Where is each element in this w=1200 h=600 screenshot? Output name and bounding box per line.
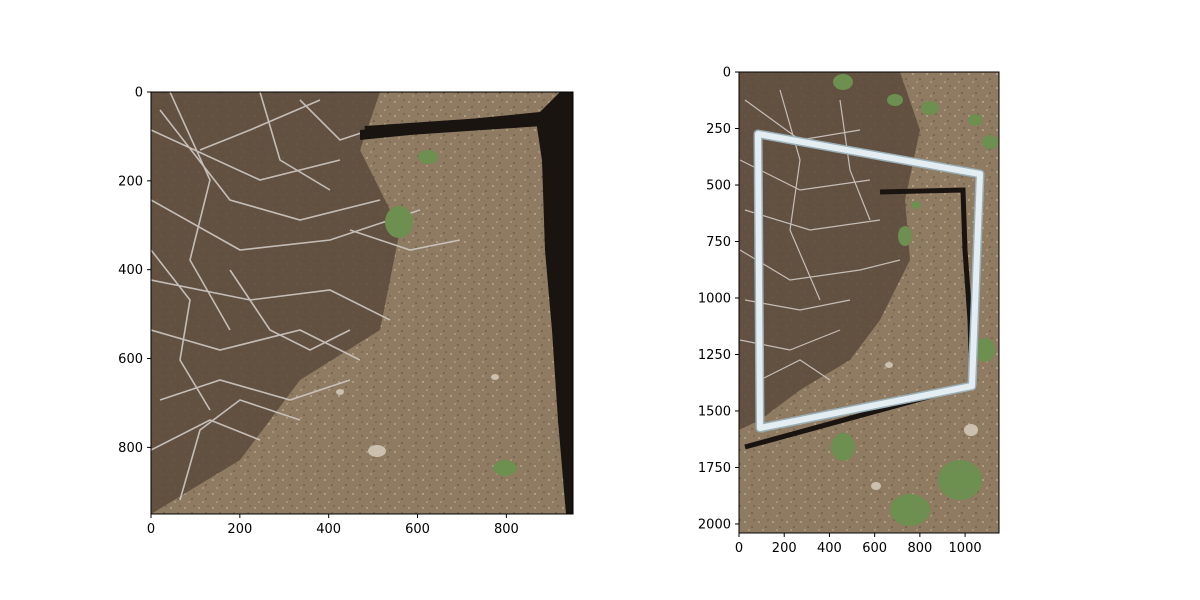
- right-axes-frame: [738, 71, 1000, 534]
- right-y-tick-label: 0: [723, 66, 731, 81]
- pvc-quadrat-frame: [753, 129, 985, 433]
- left-y-tick-label: 800: [118, 441, 143, 456]
- right-y-axis: 0 250 500 750 1000 1250 1500 1750 2000: [698, 66, 739, 532]
- right-x-tick-label: 800: [907, 541, 932, 556]
- left-y-tick-label: 400: [118, 263, 143, 278]
- left-photo-panel: 0 200 400 600 800 0 200 400 600 800: [118, 86, 574, 537]
- left-x-tick-label: 600: [405, 522, 430, 537]
- left-y-tick-label: 600: [118, 352, 143, 367]
- right-x-tick-label: 1000: [949, 541, 982, 556]
- right-x-tick-label: 0: [735, 541, 743, 556]
- right-y-tick-label: 750: [706, 235, 731, 250]
- left-x-tick-label: 400: [316, 522, 341, 537]
- left-x-tick-label: 200: [227, 522, 252, 537]
- right-x-tick-label: 400: [817, 541, 842, 556]
- left-y-tick-label: 200: [118, 174, 143, 189]
- right-y-tick-label: 1500: [698, 404, 731, 419]
- right-rocks: [871, 362, 978, 490]
- right-y-tick-label: 500: [706, 178, 731, 193]
- left-photo-image: [151, 92, 573, 514]
- right-photo-panel: 0 200 400 600 800 1000 0 250 500 750 1000 1250 1500…: [698, 66, 1000, 556]
- left-rocks: [336, 374, 499, 457]
- right-photo-image: [739, 72, 999, 533]
- left-axes-frame: [150, 91, 574, 515]
- left-twigs: [151, 92, 461, 501]
- right-y-tick-label: 1000: [698, 291, 731, 306]
- right-y-tick-label: 1250: [698, 348, 731, 363]
- right-y-tick-label: 250: [706, 122, 731, 137]
- right-x-tick-label: 200: [772, 541, 797, 556]
- left-y-tick-label: 0: [135, 86, 143, 101]
- right-x-axis: 0 200 400 600 800 1000: [735, 533, 982, 556]
- left-x-axis: 0 200 400 600 800: [147, 514, 519, 537]
- right-y-tick-label: 2000: [698, 517, 731, 532]
- left-x-tick-label: 0: [147, 522, 155, 537]
- left-x-tick-label: 800: [494, 522, 519, 537]
- right-x-tick-label: 600: [862, 541, 887, 556]
- right-green-plants: [831, 74, 998, 526]
- left-y-axis: 0 200 400 600 800: [118, 86, 151, 456]
- right-y-tick-label: 1750: [698, 461, 731, 476]
- left-green-plants: [385, 150, 517, 476]
